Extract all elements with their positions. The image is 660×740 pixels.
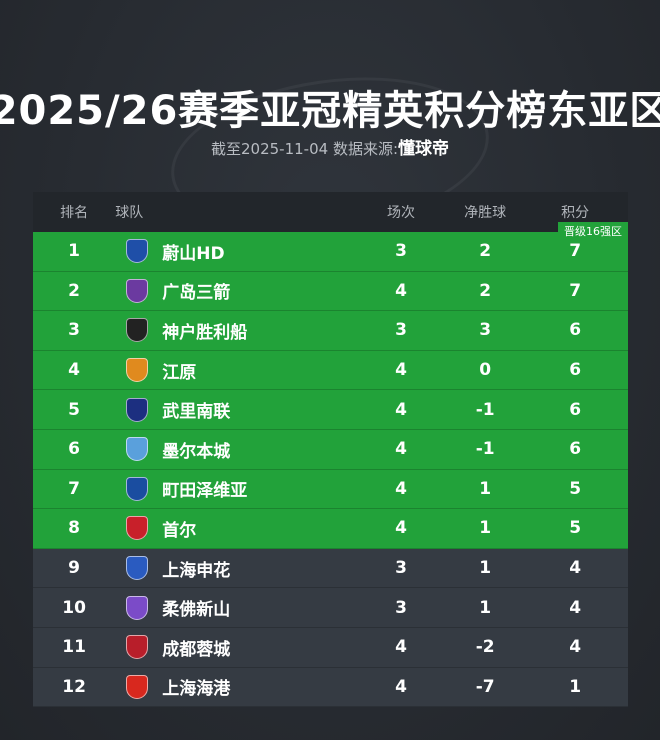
goal-difference: -1 (475, 439, 495, 460)
header-pts: 积分 (561, 205, 590, 221)
points: 5 (569, 478, 582, 499)
team-logo-icon (115, 318, 158, 343)
table-row[interactable]: 7 町田泽维亚 4 1 5 (33, 469, 628, 510)
team-logo-icon (115, 239, 158, 264)
played: 3 (395, 558, 407, 579)
played: 4 (395, 360, 407, 381)
team-logo-icon (115, 476, 158, 501)
played: 4 (395, 478, 407, 499)
team-logo-icon (115, 358, 158, 383)
points: 6 (569, 320, 582, 341)
rank: 7 (68, 478, 81, 499)
points: 6 (569, 399, 582, 420)
goal-difference: -7 (475, 676, 495, 697)
rank: 3 (68, 320, 81, 341)
rank: 10 (62, 597, 86, 618)
goal-difference: -1 (475, 399, 495, 420)
goal-difference: -2 (475, 637, 495, 658)
played: 3 (395, 597, 407, 618)
page-title: 2025/26赛季亚冠精英积分榜东亚区 (0, 88, 660, 134)
subtitle: 截至2025-11-04 数据来源:懂球帝 (0, 134, 660, 159)
team-name: 神户胜利船 (162, 322, 248, 343)
goal-difference: 3 (479, 320, 492, 341)
goal-difference: 1 (479, 597, 492, 618)
team-logo-icon (115, 556, 158, 581)
team-name: 武里南联 (162, 402, 231, 423)
team-name: 墨尔本城 (162, 441, 231, 462)
team-name: 首尔 (162, 520, 197, 541)
rank: 6 (68, 439, 81, 460)
points: 4 (569, 637, 582, 658)
table-row[interactable]: 2 广岛三箭 4 2 7 (33, 271, 628, 312)
played: 4 (395, 399, 407, 420)
played: 4 (395, 439, 407, 460)
header-rank: 排名 (60, 205, 89, 221)
team-logo-icon (115, 516, 158, 541)
table-row[interactable]: 4 江原 4 0 6 (33, 350, 628, 391)
points: 1 (569, 676, 582, 697)
team-name: 广岛三箭 (162, 283, 231, 304)
header-played: 场次 (386, 205, 415, 221)
header-gd: 净胜球 (464, 205, 507, 221)
table-row[interactable]: 8 首尔 4 1 5 (33, 509, 628, 549)
team-logo-icon (115, 595, 158, 620)
table-row[interactable]: 12 上海海港 4 -7 1 (33, 667, 628, 708)
team-logo-icon (115, 635, 158, 660)
team-name: 柔佛新山 (162, 600, 231, 621)
table-row[interactable]: 1 蔚山HD 3 2 7 (33, 232, 628, 272)
played: 4 (395, 676, 407, 697)
qualification-zone-badge: 晋级16强区 (558, 222, 628, 240)
points: 6 (569, 360, 582, 381)
played: 4 (395, 637, 407, 658)
table-header: 排名 球队 场次 净胜球 积分 晋级16强区 (33, 192, 628, 240)
played: 3 (395, 241, 407, 262)
played: 4 (395, 280, 407, 301)
points: 7 (569, 241, 582, 262)
team-logo-icon (115, 397, 158, 422)
rank: 8 (68, 518, 81, 539)
team-name: 蔚山HD (162, 243, 225, 264)
rank: 9 (68, 558, 81, 579)
date-source-label: 截至2025-11-04 数据来源: (211, 140, 398, 158)
team-logo-icon (115, 437, 158, 462)
points: 4 (569, 597, 582, 618)
team-name: 上海海港 (162, 679, 231, 700)
table-row[interactable]: 10 柔佛新山 3 1 4 (33, 588, 628, 628)
team-name: 成都蓉城 (162, 639, 231, 660)
table-row[interactable]: 3 神户胜利船 3 3 6 (33, 311, 628, 351)
team-logo-icon (115, 278, 158, 303)
points: 4 (569, 558, 582, 579)
points: 7 (569, 280, 582, 301)
team-logo-icon (115, 674, 158, 699)
table-row[interactable]: 11 成都蓉城 4 -2 4 (33, 627, 628, 668)
table-row[interactable]: 5 武里南联 4 -1 6 (33, 390, 628, 430)
points: 6 (569, 439, 582, 460)
played: 4 (395, 518, 407, 539)
goal-difference: 1 (479, 478, 492, 499)
played: 3 (395, 320, 407, 341)
table-row[interactable]: 9 上海申花 3 1 4 (33, 548, 628, 589)
header-team: 球队 (115, 205, 144, 221)
team-name: 町田泽维亚 (162, 481, 248, 502)
goal-difference: 2 (479, 241, 492, 262)
rank: 12 (62, 676, 86, 697)
rank: 4 (68, 360, 81, 381)
rank: 5 (68, 399, 81, 420)
team-name: 江原 (162, 362, 197, 383)
source-name: 懂球帝 (398, 139, 449, 159)
team-name: 上海申花 (162, 560, 231, 581)
goal-difference: 1 (479, 558, 492, 579)
table-row[interactable]: 6 墨尔本城 4 -1 6 (33, 429, 628, 470)
points: 5 (569, 518, 582, 539)
goal-difference: 0 (479, 360, 492, 381)
rank: 1 (68, 241, 81, 262)
rank: 2 (68, 280, 81, 301)
goal-difference: 2 (479, 280, 492, 301)
rank: 11 (62, 637, 86, 658)
goal-difference: 1 (479, 518, 492, 539)
